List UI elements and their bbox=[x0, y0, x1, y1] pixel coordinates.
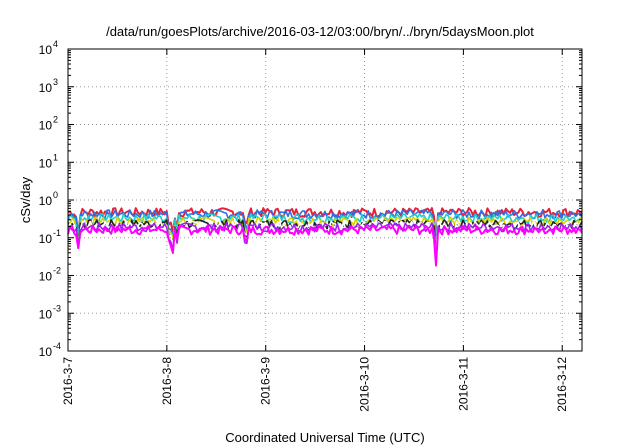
chart-title: /data/run/goesPlots/archive/2016-03-12/0… bbox=[106, 24, 534, 39]
y-tick-label: 10 bbox=[39, 307, 53, 321]
y-tick-label: 10 bbox=[39, 156, 53, 170]
x-axis-ticks: 2016-3-7 2016-3-8 2016-3-9 2016-3-10 2016-3-… bbox=[61, 49, 569, 412]
series-line bbox=[67, 213, 583, 253]
x-tick-label: 2016-3-7 bbox=[61, 357, 75, 405]
x-axis-label: Coordinated Universal Time (UTC) bbox=[225, 430, 424, 445]
y-tick-exponent: 4 bbox=[53, 39, 58, 49]
series-line bbox=[67, 216, 583, 255]
x-tick-label: 2016-3-11 bbox=[456, 357, 470, 411]
y-tick-exponent: -3 bbox=[53, 303, 61, 313]
y-tick-label: 10 bbox=[39, 345, 53, 359]
y-tick-label: 10 bbox=[39, 119, 53, 133]
y-tick-exponent: -1 bbox=[53, 228, 61, 238]
y-tick-exponent: -4 bbox=[53, 341, 61, 351]
y-tick-exponent: 3 bbox=[53, 77, 58, 87]
y-tick-exponent: 1 bbox=[53, 152, 58, 162]
x-tick-label: 2016-3-9 bbox=[259, 357, 273, 405]
series-line bbox=[67, 224, 583, 267]
grid bbox=[68, 49, 582, 351]
y-tick-label: 10 bbox=[39, 43, 53, 57]
y-tick-exponent: -2 bbox=[53, 266, 61, 276]
series-lines bbox=[67, 207, 583, 267]
y-tick-label: 10 bbox=[39, 270, 53, 284]
y-tick-label: 10 bbox=[39, 81, 53, 95]
series-line bbox=[67, 222, 583, 265]
y-axis-label: cSv/day bbox=[18, 176, 33, 223]
series-line bbox=[67, 209, 583, 244]
y-tick-label: 10 bbox=[39, 232, 53, 246]
x-tick-label: 2016-3-8 bbox=[160, 357, 174, 405]
y-tick-exponent: 0 bbox=[53, 190, 58, 200]
x-tick-label: 2016-3-10 bbox=[358, 357, 372, 412]
x-tick-label: 2016-3-12 bbox=[555, 357, 569, 412]
y-tick-exponent: 2 bbox=[53, 115, 58, 125]
y-tick-label: 10 bbox=[39, 194, 53, 208]
